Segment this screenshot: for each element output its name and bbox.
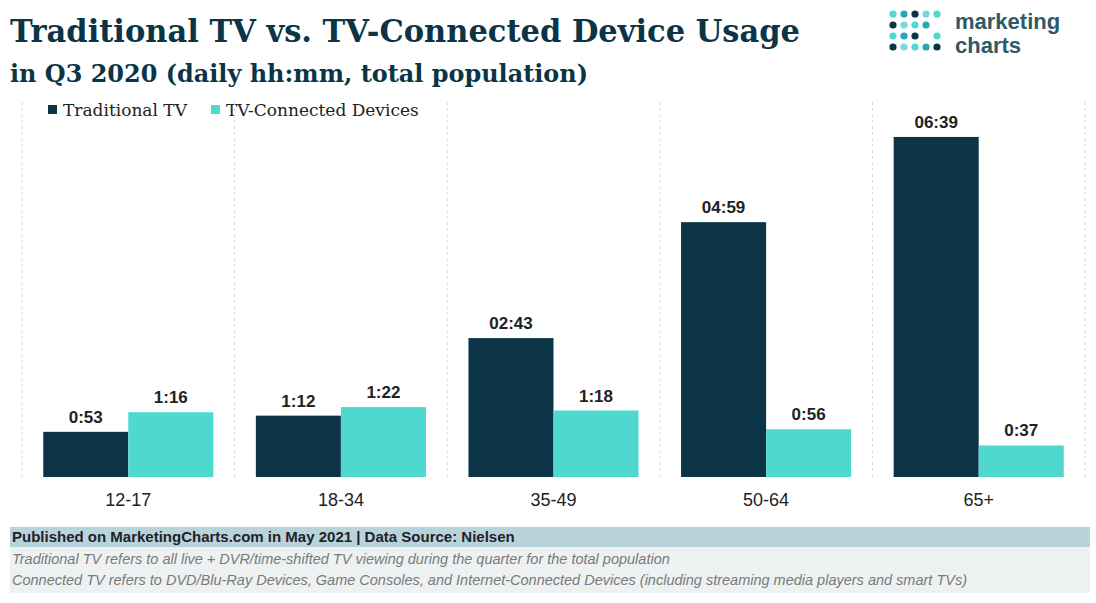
group-separator — [447, 102, 448, 477]
x-tick-label: 50-64 — [743, 490, 789, 510]
logo-dot — [911, 43, 918, 50]
legend-swatch — [211, 105, 220, 114]
logo-dot — [900, 10, 907, 17]
logo-dot — [900, 32, 907, 39]
bar — [256, 416, 341, 477]
legend-label: TV-Connected Devices — [226, 100, 419, 120]
group-separator — [1085, 102, 1086, 477]
logo-dot — [889, 32, 896, 39]
bar — [341, 407, 426, 477]
data-label: 1:18 — [579, 387, 613, 406]
group-separator — [234, 102, 235, 477]
bar — [128, 412, 213, 477]
logo-dot — [922, 21, 929, 28]
legend-swatch — [48, 105, 57, 114]
logo-dot — [911, 10, 918, 17]
data-label: 1:16 — [154, 388, 188, 407]
bar — [554, 411, 639, 477]
bar — [766, 429, 851, 477]
logo-dot — [889, 43, 896, 50]
source-band — [10, 527, 1090, 547]
legend-label: Traditional TV — [63, 100, 188, 120]
bar — [681, 222, 766, 477]
logo-dot — [922, 10, 929, 17]
group-separator — [22, 102, 23, 477]
data-label: 1:22 — [366, 383, 400, 402]
logo-dot — [922, 43, 929, 50]
x-tick-label: 65+ — [963, 490, 994, 510]
bar — [43, 432, 128, 477]
note: Traditional TV refers to all live + DVR/… — [12, 551, 670, 567]
logo-dot — [889, 10, 896, 17]
logo: marketingcharts — [889, 9, 1060, 58]
data-label: 04:59 — [702, 198, 745, 217]
logo-dot — [900, 43, 907, 50]
bar — [894, 137, 979, 477]
subtitle: in Q3 2020 (daily hh:mm, total populatio… — [10, 59, 588, 88]
logo-dot — [933, 32, 940, 39]
group-separator — [872, 102, 873, 477]
logo-dot — [911, 21, 918, 28]
bar — [979, 445, 1064, 477]
brand-text: charts — [955, 33, 1021, 58]
source: Published on MarketingCharts.com in May … — [12, 528, 515, 545]
notes-band — [10, 547, 1090, 593]
group-separator — [659, 102, 660, 477]
brand-text: marketing — [955, 9, 1060, 34]
logo-dot — [900, 21, 907, 28]
data-label: 0:37 — [1004, 421, 1038, 440]
logo-dot — [911, 32, 918, 39]
data-label: 0:53 — [69, 408, 103, 427]
bar — [468, 338, 553, 477]
data-label: 0:56 — [792, 405, 826, 424]
x-tick-label: 18-34 — [318, 490, 364, 510]
legend: Traditional TV TV-Connected Devices — [48, 100, 419, 120]
background — [0, 0, 1096, 603]
title: Traditional TV vs. TV-Connected Device U… — [10, 12, 800, 50]
data-labels: 0:53 1:16 1:12 1:22 02:43 1:18 04:59 0:56 06:39 0… — [69, 113, 1038, 441]
logo-dot — [889, 21, 896, 28]
x-tick-label: 35-49 — [530, 490, 576, 510]
chart: Traditional TV vs. TV-Connected Device U… — [0, 0, 1096, 603]
note: Connected TV refers to DVD/Blu-Ray Devic… — [12, 572, 967, 588]
data-label: 06:39 — [914, 113, 957, 132]
data-label: 02:43 — [489, 314, 532, 333]
x-tick-label: 12-17 — [105, 490, 151, 510]
data-label: 1:12 — [281, 392, 315, 411]
logo-dot — [933, 43, 940, 50]
bars — [43, 137, 1063, 477]
logo-dot — [933, 10, 940, 17]
